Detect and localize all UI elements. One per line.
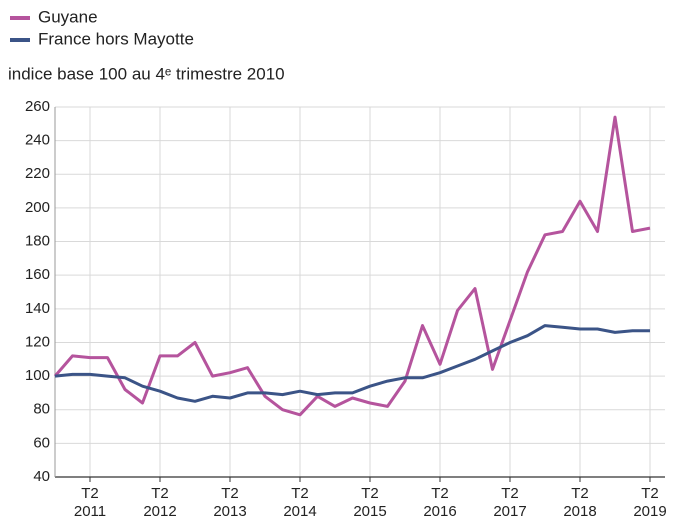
y-tick-label: 160 [25,266,50,283]
x-tick-label: T2 2013 [213,485,247,520]
y-tick-label: 80 [33,401,50,418]
x-tick-label: T2 2017 [493,485,527,520]
legend-label: Guyane [38,7,98,26]
series-line [54,324,650,403]
x-tick-label: T2 2016 [423,485,457,520]
y-tick-label: 60 [33,434,50,451]
x-tick-label: T2 2018 [563,485,597,520]
subtitle: indice base 100 au 4ᵉ trimestre 2010 [8,64,285,83]
y-tick-label: 120 [25,333,50,350]
y-tick-label: 100 [25,367,50,384]
x-tick-label: T2 2014 [283,485,317,520]
legend-label: France hors Mayotte [38,29,194,48]
x-tick-label: T2 2012 [143,485,177,520]
y-tick-label: 40 [33,468,50,485]
y-tick-label: 220 [25,165,50,182]
y-tick-label: 180 [25,233,50,250]
x-tick-label: T2 2015 [353,485,387,520]
y-tick-label: 260 [25,98,50,115]
y-tick-label: 240 [25,132,50,149]
y-tick-label: 200 [25,199,50,216]
series-line [53,115,651,417]
y-tick-label: 140 [25,300,50,317]
x-tick-label: T2 2019 [633,485,667,520]
x-tick-label: T2 2011 [73,485,107,520]
